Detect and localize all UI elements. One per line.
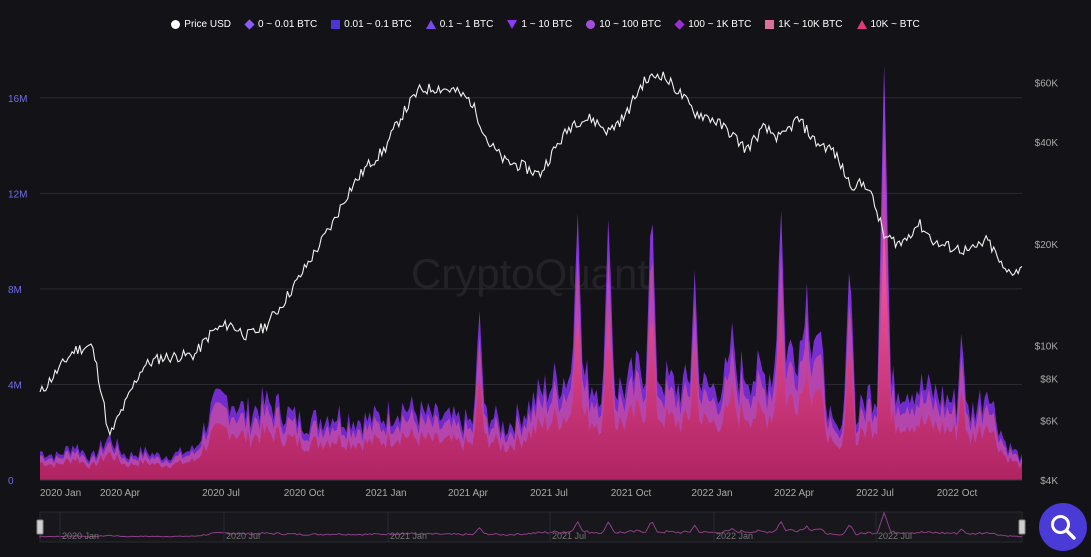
legend-label: Price USD	[184, 18, 231, 30]
legend-item[interactable]: 0.1 ~ 1 BTC	[425, 16, 494, 32]
legend-label: 100 ~ 1K BTC	[688, 18, 752, 30]
volume-area-stack	[40, 65, 1022, 480]
magnifier-icon	[1051, 515, 1076, 540]
x-tick-label: 2022 Jan	[691, 488, 732, 499]
legend-label: 0.01 ~ 0.1 BTC	[344, 18, 412, 30]
navigator-tick-label: 2021 Jul	[552, 531, 586, 541]
legend-item[interactable]: 0 ~ 0.01 BTC	[244, 16, 318, 32]
zoom-button[interactable]	[1039, 503, 1087, 551]
legend-item[interactable]: 10 ~ 100 BTC	[586, 16, 661, 32]
axes: 0 4M 8M 12M 16M $4K $6K $8K $10K $20K $40K $60K 2020…	[8, 79, 1058, 499]
y-right-tick-label: $6K	[1040, 417, 1058, 428]
y-right-tick-label: $4K	[1040, 476, 1058, 487]
y-left-tick-label: 12M	[8, 189, 27, 200]
square-marker-icon	[331, 19, 341, 29]
navigator-tick-label: 2022 Jan	[716, 531, 753, 541]
y-left-tick-label: 4M	[8, 380, 22, 391]
volume-area-1k-10k	[40, 127, 1022, 480]
volume-area-10k-plus	[40, 223, 1022, 480]
legend-item[interactable]: 10K ~ BTC	[856, 16, 920, 32]
triangle-up-marker-icon	[856, 19, 867, 29]
x-tick-label: 2021 Jul	[530, 488, 568, 499]
legend-label: 10K ~ BTC	[870, 18, 920, 30]
chart-legend: Price USD 0 ~ 0.01 BTC 0.01 ~ 0.1 BTC 0.1 ~…	[0, 16, 1091, 32]
x-tick-label: 2021 Oct	[611, 488, 652, 499]
x-tick-label: 2020 Jan	[40, 488, 81, 499]
navigator-tick-label: 2020 Jul	[226, 531, 260, 541]
x-tick-label: 2020 Oct	[284, 488, 325, 499]
legend-item[interactable]: 100 ~ 1K BTC	[674, 16, 752, 32]
y-left-tick-label: 16M	[8, 94, 27, 105]
legend-label: 0 ~ 0.01 BTC	[257, 18, 318, 30]
triangle-up-marker-icon	[425, 19, 436, 29]
navigator-track[interactable]	[39, 511, 1023, 543]
x-tick-label: 2020 Apr	[100, 488, 141, 499]
legend-item[interactable]: 0.01 ~ 0.1 BTC	[331, 16, 412, 32]
y-right-tick-label: $8K	[1040, 374, 1058, 385]
y-right-tick-label: $40K	[1035, 138, 1059, 149]
square-marker-icon	[765, 19, 775, 29]
navigator-right-handle[interactable]	[1018, 519, 1026, 535]
navigator-left-handle[interactable]	[36, 519, 44, 535]
x-tick-label: 2021 Apr	[448, 488, 489, 499]
legend-label: 0.1 ~ 1 BTC	[439, 18, 494, 30]
price-line	[39, 71, 1023, 437]
price-usd-line	[39, 71, 1023, 437]
legend-item[interactable]: Price USD	[171, 16, 231, 32]
y-right-tick-label: $60K	[1035, 79, 1059, 90]
legend-label: 10 ~ 100 BTC	[599, 18, 662, 30]
watermark: CryptoQuant	[411, 250, 649, 297]
x-tick-label: 2022 Apr	[774, 488, 815, 499]
legend-label: 1K ~ 10K BTC	[778, 18, 843, 30]
x-tick-label: 2021 Jan	[365, 488, 406, 499]
y-right-tick-label: $20K	[1035, 240, 1059, 251]
circle-marker-icon	[171, 19, 181, 29]
range-navigator[interactable]: 2020 Jan 2020 Jul 2021 Jan 2021 Jul 2022 Jan…	[36, 511, 1026, 543]
x-tick-label: 2022 Oct	[937, 488, 978, 499]
circle-marker-icon	[586, 19, 596, 29]
triangle-down-marker-icon	[507, 19, 518, 29]
legend-item[interactable]: 1 ~ 10 BTC	[507, 16, 572, 32]
navigator-series	[39, 511, 1023, 538]
navigator-tick-label: 2020 Jan	[62, 531, 99, 541]
x-tick-label: 2022 Jul	[856, 488, 894, 499]
y-right-tick-label: $10K	[1035, 342, 1059, 353]
y-left-tick-label: 8M	[8, 285, 22, 296]
y-left-tick-label: 0	[8, 476, 14, 487]
legend-label: 1 ~ 10 BTC	[521, 18, 573, 30]
navigator-tick-label: 2022 Jul	[878, 531, 912, 541]
x-tick-label: 2020 Jul	[202, 488, 240, 499]
navigator-tick-label: 2021 Jan	[390, 531, 427, 541]
legend-item[interactable]: 1K ~ 10K BTC	[765, 16, 843, 32]
